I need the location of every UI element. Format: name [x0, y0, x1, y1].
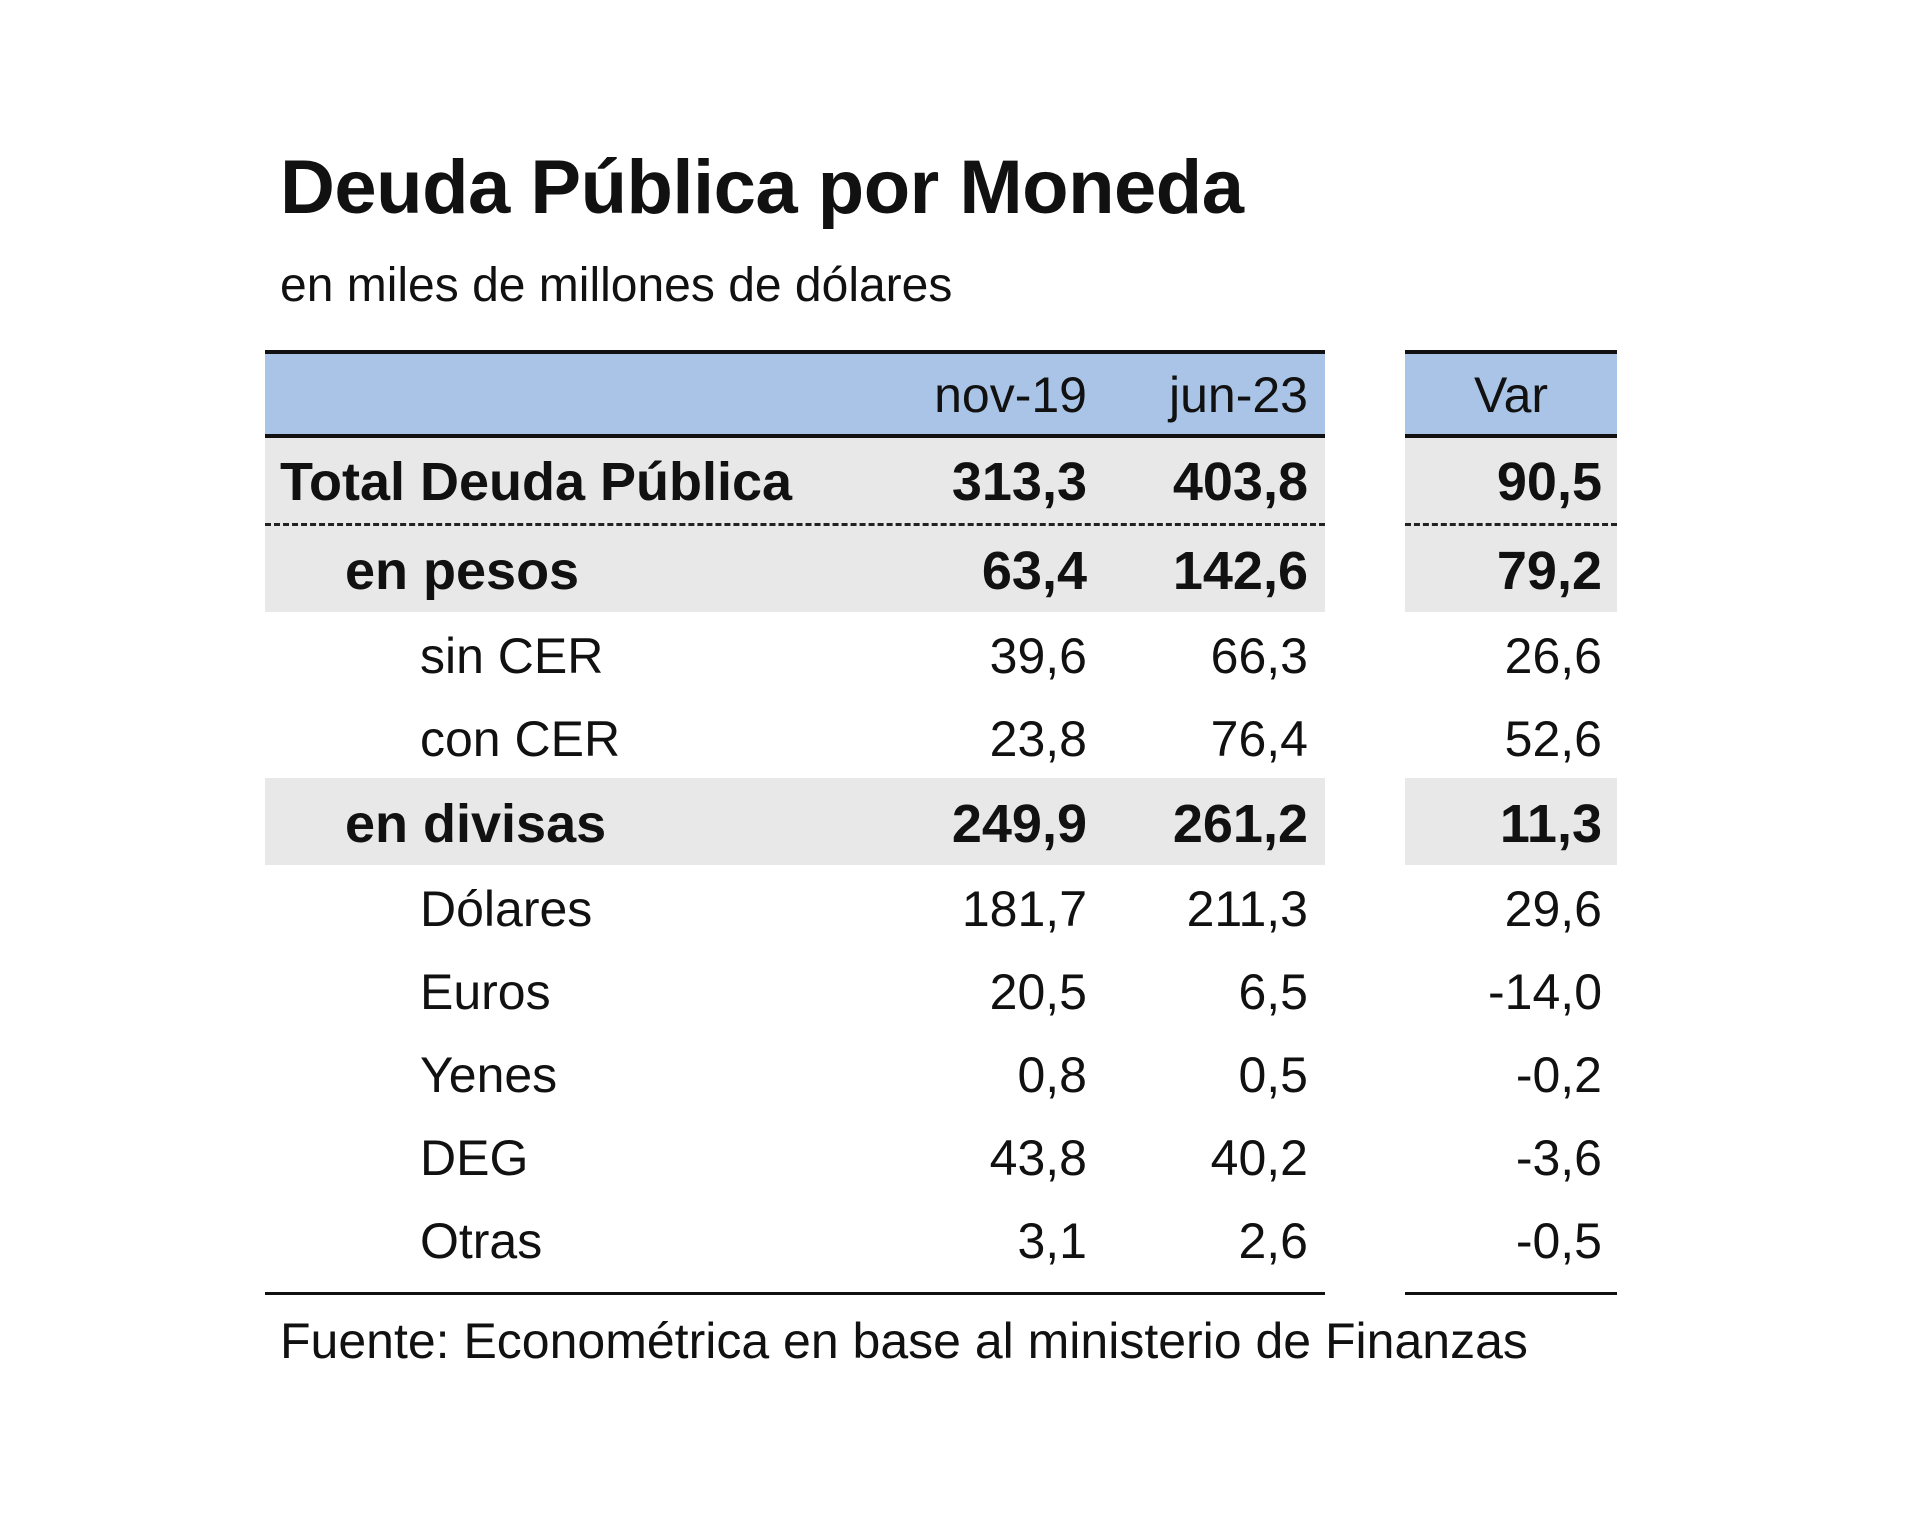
table-row-total: 90,5	[1405, 438, 1617, 526]
table-row-total: Total Deuda Pública 313,3 403,8	[265, 438, 1325, 526]
cell-nov-19: 249,9	[951, 794, 1087, 854]
table-row: Otras 3,1 2,6	[265, 1197, 1325, 1280]
table-header: nov-19 jun-23	[265, 350, 1325, 438]
cell-jun-23: 6,5	[1238, 964, 1308, 1020]
cell-var: 26,6	[1504, 628, 1602, 684]
column-header-nov-19: nov-19	[934, 367, 1087, 423]
table-row: Euros 20,5 6,5	[265, 948, 1325, 1031]
table-header-var: Var	[1405, 350, 1617, 438]
cell-nov-19: 43,8	[989, 1130, 1087, 1186]
cell-jun-23: 0,5	[1238, 1047, 1308, 1103]
table-row: -0,5	[1405, 1197, 1617, 1280]
cell-nov-19: 0,8	[1017, 1047, 1087, 1103]
row-label: sin CER	[420, 628, 604, 684]
cell-nov-19: 63,4	[981, 541, 1087, 601]
table-row: -14,0	[1405, 948, 1617, 1031]
cell-jun-23: 40,2	[1210, 1130, 1308, 1186]
cell-var: 29,6	[1504, 881, 1602, 937]
cell-jun-23: 66,3	[1210, 628, 1308, 684]
row-label: Yenes	[420, 1047, 558, 1103]
bottom-rule-var	[1405, 1292, 1617, 1295]
cell-var: 90,5	[1496, 452, 1602, 512]
cell-var: -0,5	[1515, 1213, 1602, 1269]
table-row: Dólares 181,7 211,3	[265, 865, 1325, 948]
table-row: -0,2	[1405, 1031, 1617, 1114]
table-title: Deuda Pública por Moneda	[280, 145, 1244, 230]
cell-nov-19: 39,6	[989, 628, 1087, 684]
cell-jun-23: 142,6	[1172, 541, 1308, 601]
table-row-en-divisas: 11,3	[1405, 778, 1617, 865]
table-row: 29,6	[1405, 865, 1617, 948]
column-header-var: Var	[1473, 367, 1549, 423]
table-subtitle: en miles de millones de dólares	[280, 259, 953, 312]
row-label: DEG	[420, 1130, 529, 1186]
table-row-en-pesos: 79,2	[1405, 526, 1617, 612]
cell-jun-23: 403,8	[1172, 452, 1308, 512]
row-label: en pesos	[345, 541, 580, 601]
cell-jun-23: 2,6	[1238, 1213, 1308, 1269]
cell-nov-19: 3,1	[1017, 1213, 1087, 1269]
cell-var: -3,6	[1515, 1130, 1602, 1186]
cell-var: 11,3	[1499, 794, 1602, 854]
cell-nov-19: 20,5	[989, 964, 1087, 1020]
row-label: con CER	[420, 711, 621, 767]
table-row: DEG 43,8 40,2	[265, 1114, 1325, 1197]
bottom-rule-main	[265, 1292, 1325, 1295]
source-note: Fuente: Econométrica en base al minister…	[280, 1313, 1528, 1369]
cell-var: 79,2	[1496, 541, 1602, 601]
table-row: con CER 23,8 76,4	[265, 695, 1325, 778]
table-row-en-pesos: en pesos 63,4 142,6	[265, 526, 1325, 612]
row-label: Dólares	[420, 881, 593, 937]
row-label: Otras	[420, 1213, 543, 1269]
row-label: Euros	[420, 964, 551, 1020]
row-label: en divisas	[345, 794, 607, 854]
cell-jun-23: 211,3	[1186, 881, 1308, 937]
column-header-jun-23: jun-23	[1169, 367, 1308, 423]
cell-jun-23: 76,4	[1210, 711, 1308, 767]
cell-jun-23: 261,2	[1172, 794, 1308, 854]
table-row: sin CER 39,6 66,3	[265, 612, 1325, 695]
debt-table-main: nov-19 jun-23 Total Deuda Pública 313,3 …	[265, 350, 1325, 1280]
cell-nov-19: 313,3	[951, 452, 1087, 512]
cell-var: -0,2	[1515, 1047, 1602, 1103]
row-label: Total Deuda Pública	[280, 452, 793, 512]
cell-nov-19: 181,7	[961, 881, 1087, 937]
cell-nov-19: 23,8	[989, 711, 1087, 767]
table-row: 26,6	[1405, 612, 1617, 695]
table-row-en-divisas: en divisas 249,9 261,2	[265, 778, 1325, 865]
table-row: 52,6	[1405, 695, 1617, 778]
debt-table-variation: Var 90,5 79,2 26,6 52,6 11,3 29,6 -14,0 …	[1405, 350, 1617, 1280]
table-row: Yenes 0,8 0,5	[265, 1031, 1325, 1114]
cell-var: 52,6	[1504, 711, 1602, 767]
cell-var: -14,0	[1488, 964, 1602, 1020]
table-row: -3,6	[1405, 1114, 1617, 1197]
